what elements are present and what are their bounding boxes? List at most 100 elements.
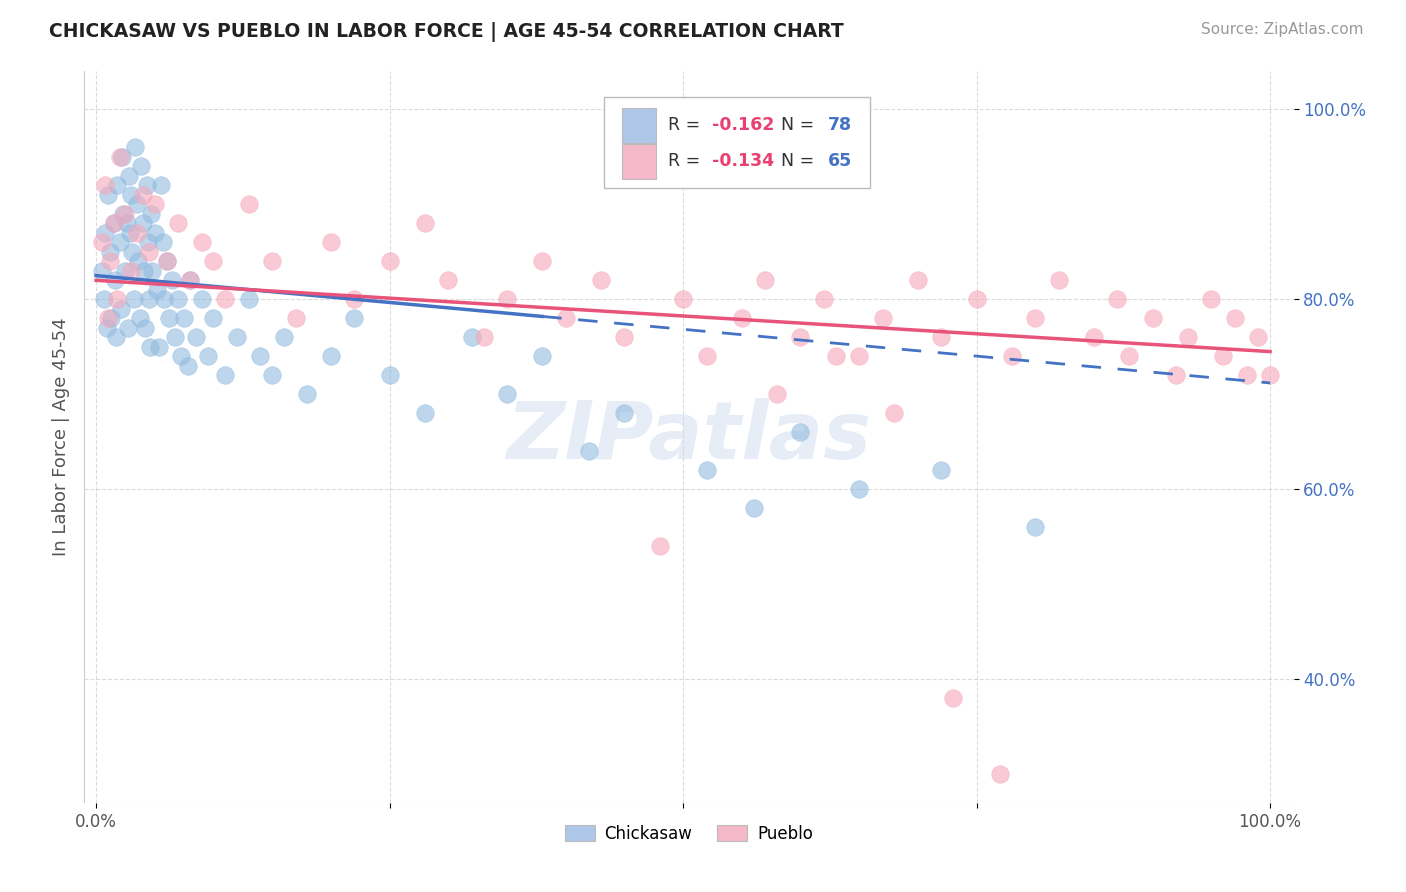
Point — [696, 463, 718, 477]
Point — [94, 178, 117, 193]
Point — [942, 691, 965, 706]
Point — [1083, 330, 1105, 344]
Point — [1258, 368, 1281, 383]
Point — [1024, 311, 1046, 326]
Point — [121, 244, 143, 259]
Point — [105, 178, 128, 193]
Point — [94, 226, 117, 240]
Point — [824, 349, 846, 363]
Point — [167, 216, 190, 230]
Point — [114, 207, 136, 221]
Point — [120, 187, 142, 202]
Point — [97, 311, 120, 326]
Point — [343, 311, 366, 326]
Point — [319, 349, 342, 363]
Point — [1166, 368, 1188, 383]
Point — [319, 235, 342, 250]
Point — [813, 293, 835, 307]
Point — [97, 187, 120, 202]
FancyBboxPatch shape — [623, 108, 657, 143]
Point — [167, 293, 190, 307]
Point — [143, 197, 166, 211]
Point — [117, 321, 139, 335]
Point — [190, 293, 212, 307]
Point — [742, 501, 765, 516]
Point — [848, 483, 870, 497]
Point — [1047, 273, 1070, 287]
Point — [696, 349, 718, 363]
Point — [413, 406, 436, 420]
Point — [155, 254, 177, 268]
Point — [766, 387, 789, 401]
Point — [105, 330, 128, 344]
Text: Source: ZipAtlas.com: Source: ZipAtlas.com — [1201, 22, 1364, 37]
Point — [297, 387, 319, 401]
Point — [931, 330, 953, 344]
Point — [118, 169, 141, 183]
Point — [104, 273, 127, 287]
Point — [789, 330, 811, 344]
Point — [648, 539, 671, 553]
Point — [848, 349, 870, 363]
Point — [883, 406, 905, 420]
Point — [122, 293, 145, 307]
Point — [202, 311, 225, 326]
Point — [672, 293, 695, 307]
Point — [96, 321, 118, 335]
Text: ZIPatlas: ZIPatlas — [506, 398, 872, 476]
Point — [141, 207, 163, 221]
Point — [132, 216, 155, 230]
Point — [163, 330, 186, 344]
Point — [157, 311, 180, 326]
Point — [162, 273, 184, 287]
Point — [284, 311, 307, 326]
Point — [124, 140, 146, 154]
Point — [98, 244, 121, 259]
Point — [176, 359, 198, 373]
Text: R =: R = — [668, 117, 706, 135]
Point — [152, 235, 174, 250]
Point — [531, 349, 554, 363]
Point — [115, 216, 138, 230]
Point — [98, 254, 121, 268]
FancyBboxPatch shape — [605, 97, 870, 188]
Point — [1107, 293, 1129, 307]
Point — [179, 273, 201, 287]
Point — [134, 321, 156, 335]
Point — [931, 463, 953, 477]
Point — [108, 235, 131, 250]
Point — [91, 264, 114, 278]
Point — [1118, 349, 1140, 363]
Point — [120, 264, 142, 278]
Point — [872, 311, 894, 326]
Point — [120, 226, 142, 240]
Point — [531, 254, 554, 268]
Point — [139, 340, 162, 354]
Point — [110, 301, 132, 316]
Point — [907, 273, 929, 287]
Point — [731, 311, 754, 326]
Point — [197, 349, 219, 363]
Point — [988, 767, 1011, 781]
Point — [155, 254, 177, 268]
Point — [1142, 311, 1164, 326]
Point — [143, 226, 166, 240]
Text: -0.134: -0.134 — [711, 153, 775, 170]
Point — [262, 368, 284, 383]
Point — [138, 244, 160, 259]
Point — [138, 293, 160, 307]
Point — [141, 264, 163, 278]
Point — [103, 216, 125, 230]
Point — [1223, 311, 1246, 326]
Point — [1201, 293, 1223, 307]
Point — [378, 368, 401, 383]
Point — [613, 406, 636, 420]
Point — [100, 311, 122, 326]
Point — [91, 235, 114, 250]
Point — [190, 235, 212, 250]
Y-axis label: In Labor Force | Age 45-54: In Labor Force | Age 45-54 — [52, 318, 70, 557]
Point — [127, 197, 149, 211]
Point — [754, 273, 776, 287]
Point — [202, 254, 225, 268]
Text: N =: N = — [770, 153, 820, 170]
